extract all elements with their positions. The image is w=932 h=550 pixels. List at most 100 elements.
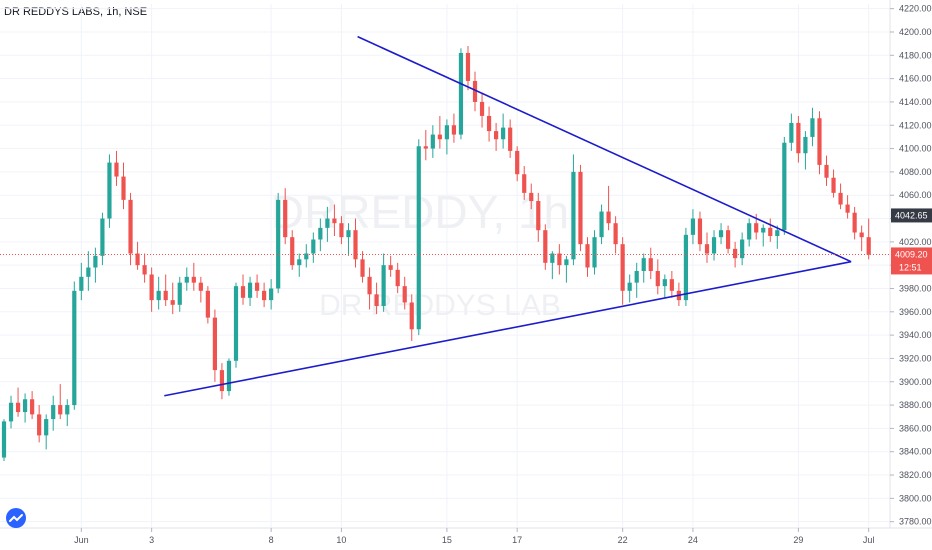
y-tick-label: 3920.00 [899,353,932,363]
candle-up [564,259,569,266]
candle-down [585,244,590,268]
candle-up [641,258,646,271]
candle-down [128,199,133,254]
candle-down [409,302,414,330]
candle-up [100,218,105,256]
candle-up [803,136,808,154]
candle-down [508,127,513,151]
candle-up [156,290,161,301]
candle-up [226,360,232,392]
x-tick-label: Jul [863,535,875,545]
candle-down [529,192,534,202]
candle-down [374,294,379,306]
candle-up [775,230,780,237]
candle-up [297,259,302,266]
candle-down [817,118,822,165]
candle-up [782,142,787,231]
candle-down [15,402,21,413]
y-tick-label: 4120.00 [899,120,932,130]
tradingview-logo-icon[interactable] [6,508,26,528]
trendline-lower-support [164,260,852,397]
candle-down [58,405,63,415]
candle-up [8,402,14,422]
candle-up [269,288,274,301]
candle-up [233,286,239,361]
candle-down [578,171,583,245]
candle-up [662,279,667,287]
candle-down [486,115,492,132]
candle-down [191,276,196,283]
candle-down [114,162,119,177]
candle-up [346,230,351,238]
x-tick-label: 24 [688,535,698,545]
candle-down [796,122,801,154]
candle-up [107,162,112,219]
candle-up [1,421,7,458]
y-tick-label: 3820.00 [899,470,932,480]
y-tick-label: 4200.00 [899,27,932,37]
candle-down [142,265,147,275]
x-tick-label: Jun [74,535,89,545]
candle-down [37,414,42,436]
candle-up [690,218,696,235]
candle-down [205,290,210,318]
y-tick-label: 4180.00 [899,50,932,60]
candle-down [866,237,871,255]
last-price-box [891,247,932,275]
candle-down [613,223,618,245]
candle-down [472,80,478,102]
x-tick-label: 17 [512,535,522,545]
candle-up [810,118,815,137]
y-tick-label: 4080.00 [899,167,932,177]
candle-up [184,276,189,283]
candle-down [669,279,674,291]
candle-down [620,244,625,291]
candle-up [740,239,745,259]
candle-down [768,227,773,237]
candle-up [592,237,597,268]
candle-down [479,101,485,116]
last-price-label: 4009.20 [895,249,928,259]
candle-down [859,232,864,238]
candle-down [704,244,710,254]
x-tick-label: 3 [149,535,154,545]
watermark-name: DR REDDYS LAB [319,289,561,322]
candle-down [135,253,140,266]
trendlines [164,35,852,397]
candle-down [353,230,358,260]
candle-down [283,199,288,238]
candle-up [747,223,752,240]
x-tick-label: 8 [269,535,274,545]
candle-down [845,204,850,213]
candle-down [395,269,400,287]
candle-up [571,171,576,260]
candle-down [754,223,759,233]
y-tick-label: 4020.00 [899,237,932,247]
candle-up [44,419,49,436]
candle-up [72,290,77,406]
candle-down [332,218,337,224]
candle-up [325,218,330,228]
y-tick-label: 3860.00 [899,423,932,433]
y-tick-label: 3960.00 [899,307,932,317]
candle-up [430,134,435,149]
grid-lines [0,4,890,528]
candle-up [416,146,421,330]
candle-down [606,211,611,224]
candle-down [367,276,372,295]
candle-down [824,164,829,178]
y-tick-label: 3980.00 [899,283,932,293]
y-tick-label: 3840.00 [899,447,932,457]
candles [1,45,871,462]
candle-up [318,227,323,240]
candle-up [718,230,724,238]
y-tick-label: 4060.00 [899,190,932,200]
candle-down [451,125,457,135]
candle-up [627,282,632,291]
candle-down [149,274,154,301]
candle-down [30,399,35,415]
candle-up [51,405,56,420]
candle-down [423,146,428,149]
y-tick-label: 4100.00 [899,144,932,154]
